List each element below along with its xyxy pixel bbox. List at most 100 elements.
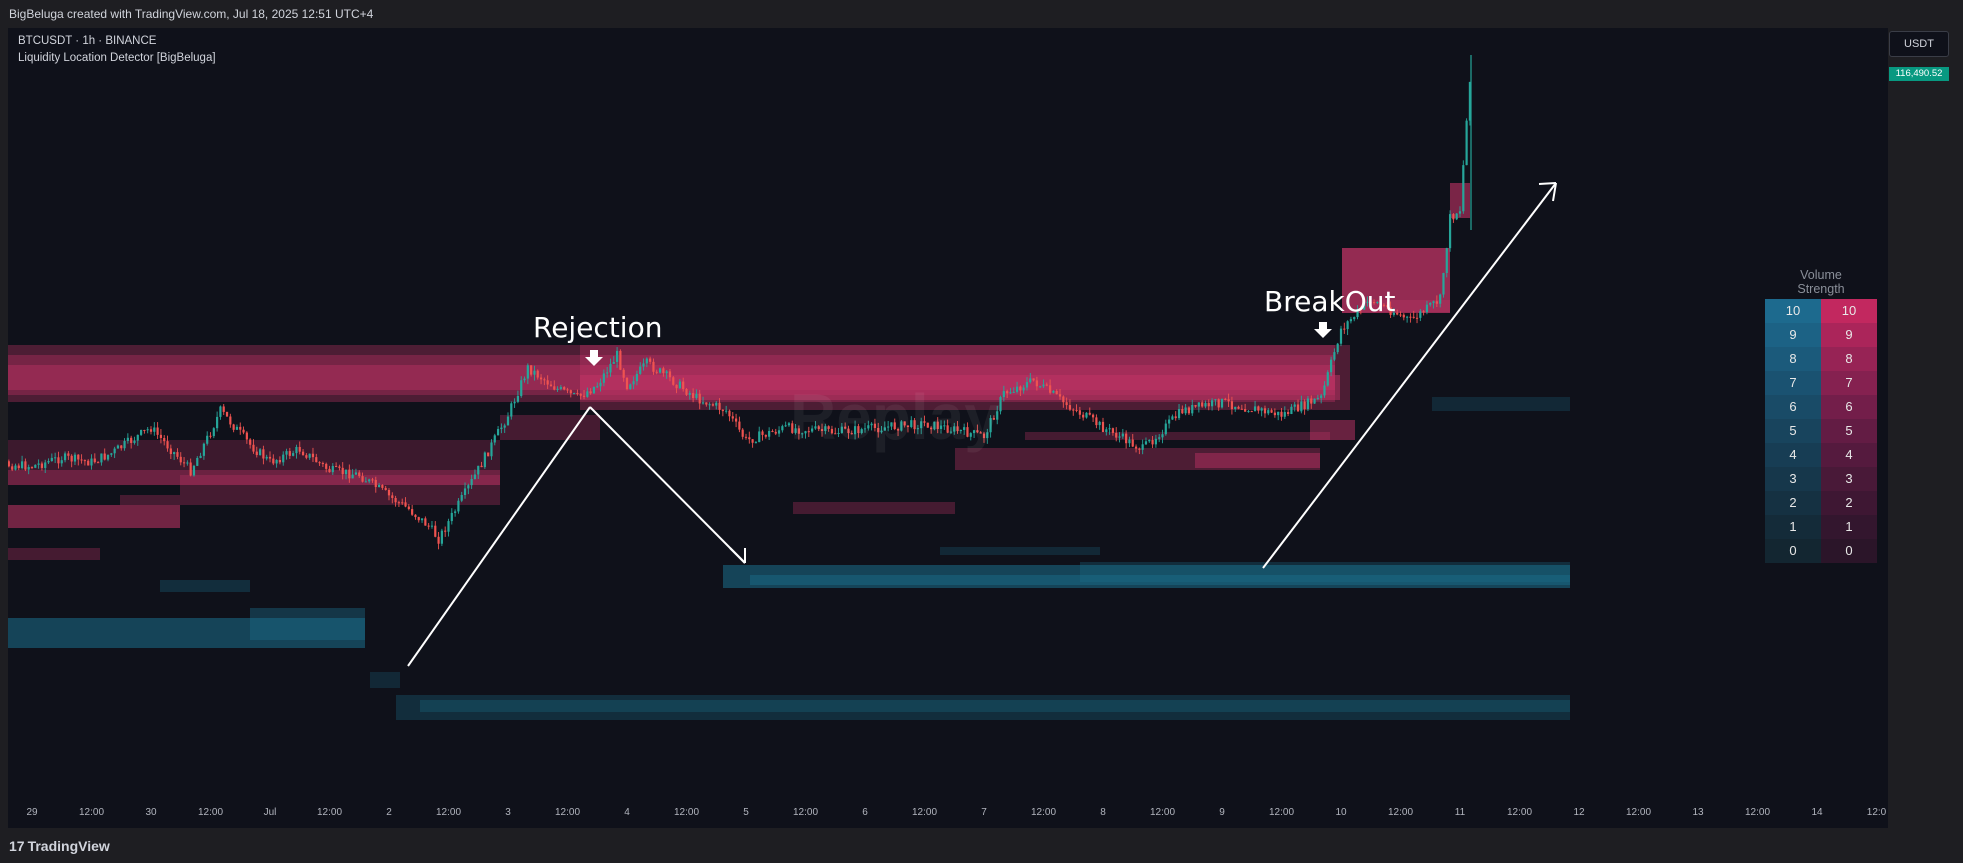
legend-bull-cell: 7 <box>1765 371 1821 395</box>
candle-body <box>539 377 543 380</box>
candle-body <box>1012 391 1015 393</box>
candle-body <box>1389 307 1392 315</box>
x-tick-label: 12 <box>1573 807 1585 818</box>
candle-body <box>199 455 202 458</box>
candle-body <box>1349 319 1353 322</box>
candle-body <box>1253 406 1257 412</box>
candle-body <box>1439 294 1442 304</box>
candle-body <box>265 456 268 459</box>
bull-zone <box>1432 397 1570 411</box>
candle-body <box>982 433 986 439</box>
candle-body <box>1425 304 1429 313</box>
candle-body <box>801 433 804 435</box>
candle-body <box>672 377 675 385</box>
x-tick-label: 4 <box>624 807 630 818</box>
legend-bull-cell: 4 <box>1765 443 1821 467</box>
candle-body <box>629 384 632 390</box>
candle-body <box>1065 402 1068 406</box>
candle-body <box>232 424 235 430</box>
candle-body <box>748 437 751 440</box>
candle-body <box>335 466 338 468</box>
currency-button[interactable]: USDT <box>1889 31 1949 57</box>
symbol-label[interactable]: BTCUSDT · 1h · BINANCE <box>18 35 157 47</box>
candle-body <box>110 453 113 455</box>
candle-body <box>1316 397 1319 399</box>
bull-zone <box>420 700 1570 712</box>
candle-body <box>268 456 272 459</box>
candle-body <box>804 431 807 434</box>
bear-zone <box>1310 420 1355 440</box>
candle-body <box>100 453 103 463</box>
bull-zone <box>1080 562 1570 582</box>
candle-body <box>1323 385 1326 396</box>
candle-body <box>910 420 913 427</box>
candle-body <box>1091 414 1095 418</box>
candle-body <box>738 421 741 430</box>
candle-body <box>1168 419 1171 424</box>
candle-body <box>827 426 830 429</box>
candle-body <box>754 442 758 444</box>
candle-body <box>1379 302 1382 305</box>
x-tick-label: 5 <box>743 807 749 818</box>
candle-body <box>1257 406 1260 411</box>
candle-body <box>1234 406 1237 410</box>
candle-body <box>1022 387 1025 391</box>
candle-body <box>718 402 721 410</box>
chart-panel[interactable]: 116,000.00115,500.00114,700.00113,900.00… <box>8 28 1888 828</box>
candle-body <box>1078 410 1081 415</box>
candle-body <box>1306 398 1310 410</box>
bull-zone <box>160 580 250 592</box>
candle-body <box>44 462 47 468</box>
candle-body <box>668 371 672 378</box>
candle-body <box>391 495 394 498</box>
candle-body <box>622 369 625 378</box>
tradingview-logo[interactable]: 17 TradingView <box>9 838 110 854</box>
price-chart[interactable]: 116,000.00115,500.00114,700.00113,900.00… <box>8 28 1888 828</box>
candle-body <box>80 459 83 461</box>
candle-body <box>374 479 377 488</box>
candle-body <box>344 469 348 475</box>
candle-body <box>1006 391 1009 394</box>
candle-body <box>566 389 569 391</box>
candle-body <box>1220 398 1224 408</box>
legend-bear-cell: 0 <box>1821 539 1877 563</box>
candle-body <box>288 451 291 456</box>
candle-body <box>401 502 404 504</box>
indicator-label[interactable]: Liquidity Location Detector [BigBeluga] <box>18 52 216 64</box>
candle-body <box>1270 410 1273 413</box>
bear-zone <box>8 548 100 560</box>
breakout-arrow-icon <box>1314 322 1332 338</box>
candle-body <box>685 389 688 395</box>
candle-body <box>493 435 496 443</box>
bull-zone <box>750 575 1570 585</box>
candle-body <box>701 402 705 404</box>
candle-body <box>1174 416 1177 419</box>
candle-body <box>708 404 711 406</box>
candle-body <box>206 435 209 444</box>
candle-body <box>784 425 787 427</box>
candle-body <box>278 459 282 463</box>
candle-body <box>887 426 890 428</box>
arrowhead-line <box>1538 182 1557 185</box>
candle-body <box>1197 402 1200 407</box>
candle-body <box>239 426 242 430</box>
candle-body <box>460 495 463 501</box>
x-tick-label: 10 <box>1335 807 1347 818</box>
candle-body <box>563 387 566 390</box>
candle-body <box>734 418 738 422</box>
x-tick-label: 12:00 <box>1626 807 1651 818</box>
candle-body <box>1244 409 1247 412</box>
candle-body <box>1210 400 1214 407</box>
candle-body <box>1039 386 1042 388</box>
candle-body <box>143 429 146 431</box>
candle-body <box>900 421 903 431</box>
candle-body <box>523 378 526 381</box>
candle-body <box>113 448 116 454</box>
candle-body <box>682 381 685 390</box>
candle-body <box>434 525 437 537</box>
candle-body <box>311 453 315 458</box>
candle-body <box>249 439 252 445</box>
legend-bear-cell: 3 <box>1821 467 1877 491</box>
candle-body <box>1204 403 1207 407</box>
candle-body <box>632 381 635 385</box>
